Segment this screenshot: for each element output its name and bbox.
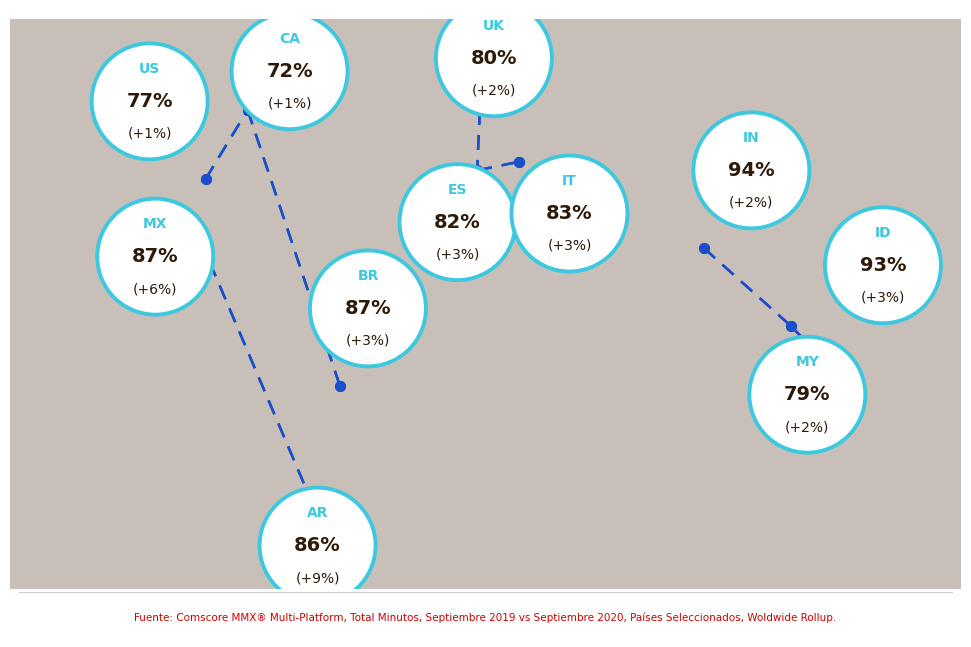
Ellipse shape — [825, 207, 941, 324]
Ellipse shape — [693, 113, 810, 228]
Text: US: US — [139, 62, 160, 76]
Text: 94%: 94% — [728, 161, 775, 180]
Text: 82%: 82% — [434, 213, 481, 232]
Text: 79%: 79% — [785, 385, 830, 404]
Text: 77%: 77% — [126, 92, 173, 111]
Text: 87%: 87% — [132, 247, 179, 266]
Ellipse shape — [232, 13, 348, 129]
Text: (+2%): (+2%) — [729, 196, 774, 210]
Ellipse shape — [91, 43, 208, 159]
Ellipse shape — [97, 199, 214, 314]
Text: (+3%): (+3%) — [548, 239, 591, 253]
Text: IT: IT — [562, 174, 577, 188]
Text: 93%: 93% — [859, 256, 906, 275]
Text: ID: ID — [875, 226, 891, 240]
Text: UK: UK — [483, 19, 505, 33]
Text: (+2%): (+2%) — [786, 420, 829, 434]
Text: MY: MY — [795, 355, 820, 369]
Text: 83%: 83% — [546, 204, 592, 223]
Text: Fuente: Comscore MMX® Multi-Platform, Total Minutos, Septiembre 2019 vs Septiemb: Fuente: Comscore MMX® Multi-Platform, To… — [134, 613, 837, 623]
Text: (+1%): (+1%) — [127, 127, 172, 141]
Ellipse shape — [512, 155, 627, 272]
Ellipse shape — [310, 250, 426, 366]
Text: (+3%): (+3%) — [860, 291, 905, 305]
Text: (+3%): (+3%) — [346, 334, 390, 348]
Text: BR: BR — [357, 269, 379, 283]
Ellipse shape — [436, 0, 552, 116]
Text: (+3%): (+3%) — [435, 248, 480, 261]
Text: CA: CA — [279, 32, 300, 46]
Text: AR: AR — [307, 506, 328, 520]
Text: MX: MX — [143, 217, 167, 231]
Text: 86%: 86% — [294, 536, 341, 555]
Text: 87%: 87% — [345, 299, 391, 318]
Text: (+9%): (+9%) — [295, 571, 340, 585]
Ellipse shape — [259, 488, 376, 604]
Text: ES: ES — [448, 182, 467, 197]
Text: (+6%): (+6%) — [133, 282, 178, 296]
Text: IN: IN — [743, 131, 759, 145]
Text: 72%: 72% — [266, 61, 313, 81]
Text: 80%: 80% — [471, 49, 518, 68]
Ellipse shape — [750, 336, 865, 453]
Ellipse shape — [399, 164, 516, 280]
Text: (+1%): (+1%) — [267, 96, 312, 111]
Text: (+2%): (+2%) — [472, 83, 516, 98]
